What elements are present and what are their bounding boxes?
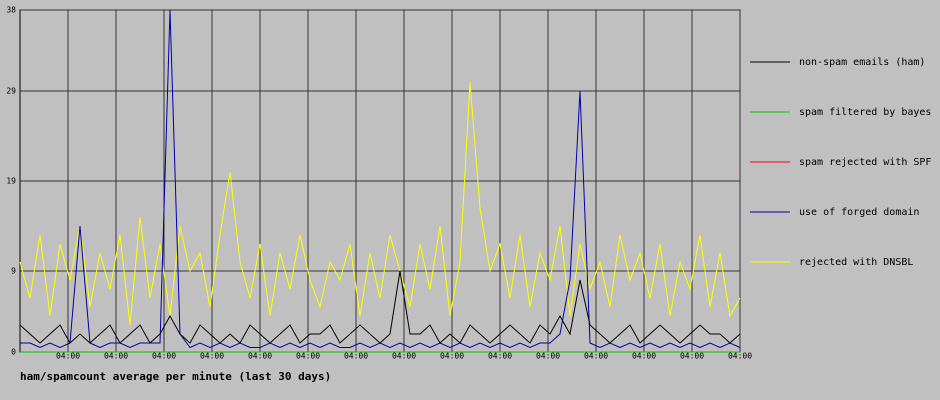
y-tick-label: 0: [11, 348, 16, 357]
x-tick-label: 04:00: [632, 352, 656, 361]
legend-label: spam rejected with SPF: [799, 157, 931, 168]
x-tick-label: 04:00: [344, 352, 368, 361]
x-tick-label: 04:00: [488, 352, 512, 361]
x-tick-label: 04:00: [200, 352, 224, 361]
y-tick-label: 19: [6, 177, 16, 186]
x-tick-label: 04:00: [440, 352, 464, 361]
legend-label: use of forged domain: [799, 207, 919, 218]
y-tick-label: 9: [11, 267, 16, 276]
x-tick-label: 04:00: [728, 352, 752, 361]
y-tick-label: 38: [6, 6, 16, 15]
x-tick-label: 04:00: [584, 352, 608, 361]
x-tick-label: 04:00: [56, 352, 80, 361]
series-line: [19, 81, 741, 326]
legend-label: rejected with DNSBL: [799, 257, 913, 268]
legend-label: spam filtered by bayes: [799, 107, 931, 118]
x-tick-label: 04:00: [248, 352, 272, 361]
series-line: [19, 270, 741, 344]
legend-label: non-spam emails (ham): [799, 57, 925, 68]
x-tick-label: 04:00: [680, 352, 704, 361]
x-tick-label: 04:00: [536, 352, 560, 361]
x-tick-label: 04:00: [104, 352, 128, 361]
chart-title: ham/spamcount average per minute (last 3…: [20, 370, 331, 383]
x-tick-label: 04:00: [152, 352, 176, 361]
y-tick-label: 29: [6, 87, 16, 96]
x-tick-label: 04:00: [392, 352, 416, 361]
x-tick-label: 04:00: [296, 352, 320, 361]
